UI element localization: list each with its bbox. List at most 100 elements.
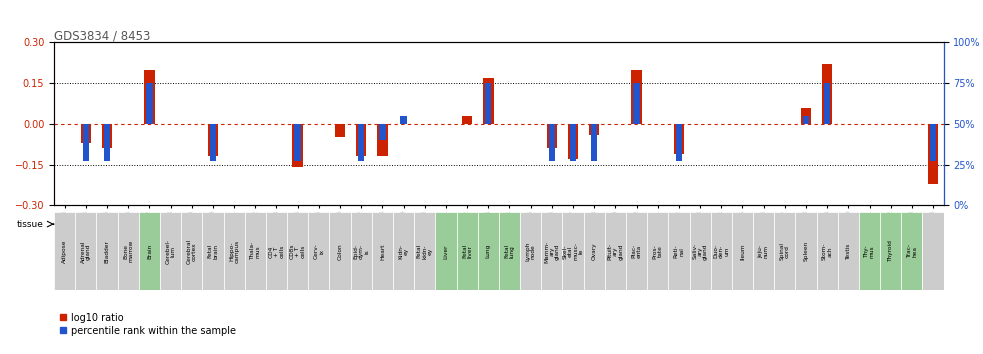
Text: Adipose: Adipose: [62, 240, 67, 263]
Bar: [335, 124, 345, 137]
Text: Fetal
liver: Fetal liver: [462, 244, 472, 258]
Bar: [202, 212, 223, 290]
Bar: [675, 124, 682, 161]
Bar: [160, 212, 181, 290]
Text: Bladder: Bladder: [104, 240, 109, 263]
Bar: [922, 212, 944, 290]
Bar: [181, 212, 202, 290]
Bar: [824, 83, 831, 124]
Bar: [379, 124, 385, 140]
Text: Fetal
kidn-
ey: Fetal kidn- ey: [417, 244, 433, 258]
Text: Skel-
etal
musc-
le: Skel- etal musc- le: [562, 242, 584, 260]
Text: Reti-
nal: Reti- nal: [673, 245, 684, 258]
Text: Duo-
den-
um: Duo- den- um: [714, 244, 729, 258]
Bar: [207, 124, 218, 156]
Bar: [356, 124, 367, 156]
Bar: [549, 124, 555, 161]
Bar: [292, 124, 303, 167]
Text: Lymph
node: Lymph node: [526, 242, 536, 261]
Bar: [146, 83, 152, 124]
Text: Spleen: Spleen: [803, 241, 808, 262]
Bar: [498, 212, 520, 290]
Bar: [400, 116, 407, 124]
Bar: [414, 212, 435, 290]
Text: GDS3834 / 8453: GDS3834 / 8453: [54, 29, 150, 42]
Bar: [485, 83, 492, 124]
Text: Plac-
enta: Plac- enta: [631, 244, 642, 258]
Bar: [631, 70, 642, 124]
Bar: [647, 212, 668, 290]
Bar: [145, 70, 154, 124]
Text: Thala-
mus: Thala- mus: [250, 242, 260, 261]
Bar: [547, 124, 557, 148]
Bar: [668, 212, 689, 290]
Bar: [358, 124, 365, 161]
Bar: [329, 212, 351, 290]
Bar: [81, 124, 91, 143]
Bar: [520, 212, 542, 290]
Bar: [83, 124, 89, 161]
Text: Ovary: Ovary: [592, 242, 597, 260]
Text: Brain: Brain: [146, 244, 152, 259]
Bar: [928, 124, 939, 184]
Bar: [591, 124, 598, 161]
Text: Cerv-
ix: Cerv- ix: [314, 244, 324, 259]
Text: Fetal
brain: Fetal brain: [207, 244, 218, 259]
Bar: [930, 124, 936, 161]
Bar: [689, 212, 711, 290]
Text: Cerebral
cortex: Cerebral cortex: [187, 239, 197, 264]
Bar: [101, 124, 112, 148]
Bar: [372, 212, 393, 290]
Bar: [54, 212, 76, 290]
Text: Stom-
ach: Stom- ach: [822, 242, 833, 260]
Bar: [462, 116, 473, 124]
Bar: [295, 124, 301, 161]
Text: Ileum: Ileum: [740, 243, 745, 259]
Text: Pros-
tate: Pros- tate: [653, 244, 663, 259]
Bar: [245, 212, 265, 290]
Bar: [377, 124, 387, 156]
Bar: [801, 108, 811, 124]
Text: Saliv-
ary
gland: Saliv- ary gland: [692, 243, 708, 259]
Bar: [673, 124, 684, 154]
Text: Epid-
dym-
is: Epid- dym- is: [353, 244, 369, 259]
Bar: [859, 212, 880, 290]
Bar: [626, 212, 647, 290]
Bar: [104, 124, 110, 161]
Bar: [803, 116, 809, 124]
Bar: [795, 212, 817, 290]
Bar: [478, 212, 498, 290]
Text: Thy-
mus: Thy- mus: [864, 245, 875, 258]
Bar: [393, 212, 414, 290]
Bar: [605, 212, 626, 290]
Text: Spinal
cord: Spinal cord: [780, 242, 790, 260]
Text: Fetal
lung: Fetal lung: [504, 244, 515, 258]
Bar: [309, 212, 329, 290]
Text: Mamm-
ary
gland: Mamm- ary gland: [544, 240, 559, 263]
Bar: [732, 212, 753, 290]
Text: Trac-
hea: Trac- hea: [906, 244, 917, 258]
Bar: [753, 212, 775, 290]
Bar: [562, 212, 584, 290]
Bar: [838, 212, 859, 290]
Text: Adrenal
gland: Adrenal gland: [81, 240, 91, 263]
Bar: [76, 212, 96, 290]
Bar: [584, 212, 605, 290]
Text: CD8s
+ T
cells: CD8s + T cells: [290, 244, 306, 259]
Text: Hippo-
campus: Hippo- campus: [229, 240, 239, 263]
Text: Liver: Liver: [443, 244, 448, 258]
Bar: [139, 212, 160, 290]
Legend: log10 ratio, percentile rank within the sample: log10 ratio, percentile rank within the …: [59, 313, 236, 336]
Bar: [542, 212, 562, 290]
Text: Colon: Colon: [337, 243, 342, 259]
Text: Jeju-
num: Jeju- num: [759, 245, 769, 258]
Text: Cerebel-
lum: Cerebel- lum: [165, 239, 176, 264]
Bar: [822, 64, 833, 124]
Text: CD4
+ T
cells: CD4 + T cells: [268, 245, 284, 258]
Bar: [435, 212, 456, 290]
Bar: [118, 212, 139, 290]
Bar: [287, 212, 309, 290]
Text: Lung: Lung: [486, 244, 491, 258]
Text: Thyroid: Thyroid: [889, 240, 894, 262]
Bar: [96, 212, 118, 290]
